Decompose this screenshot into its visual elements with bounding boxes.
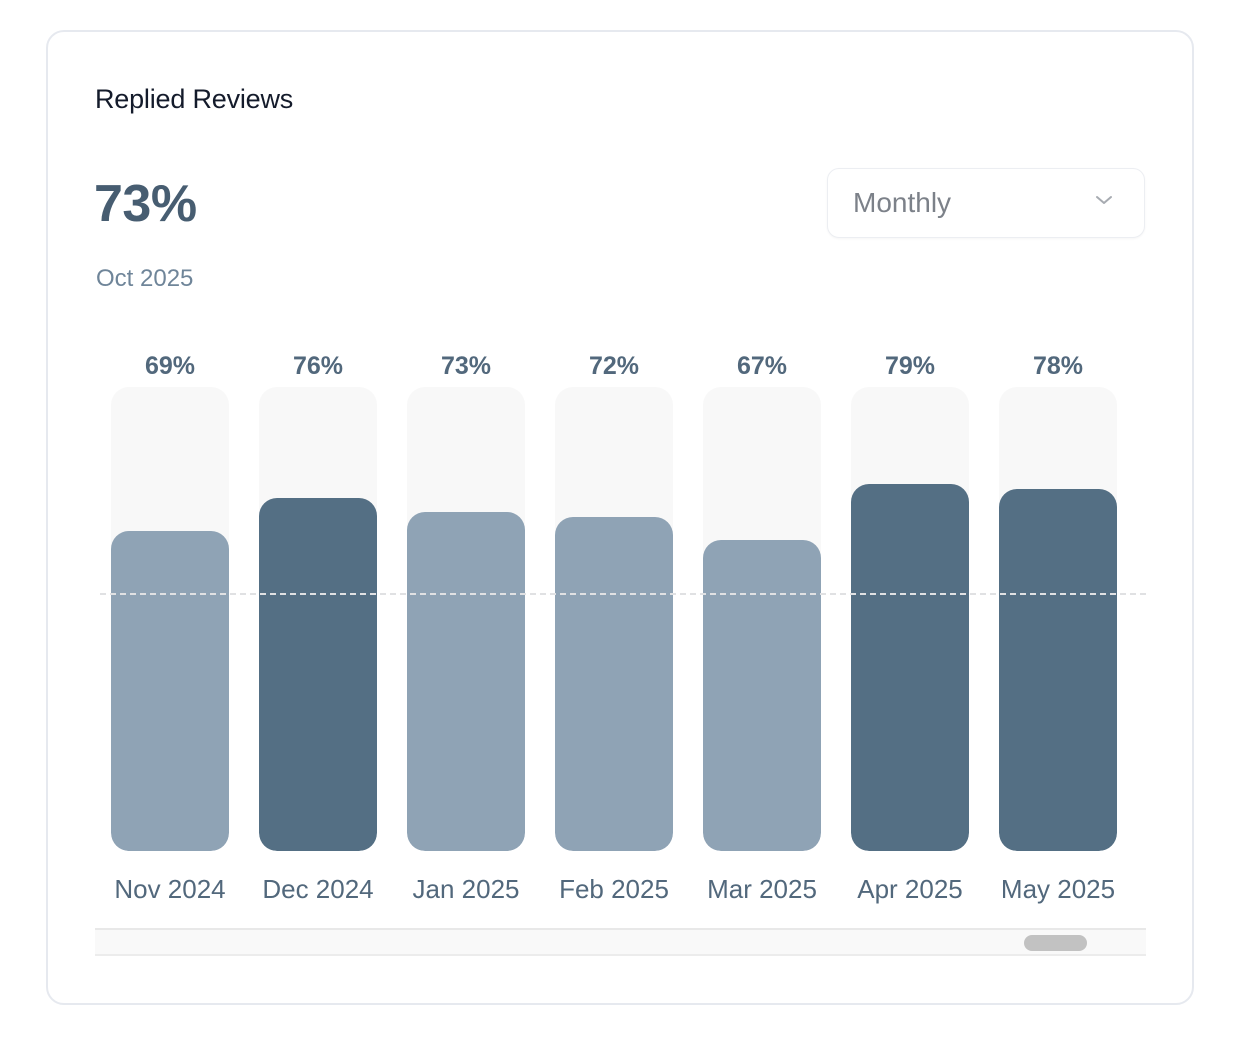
bar-track <box>407 387 525 851</box>
scrollbar-thumb[interactable] <box>1024 935 1087 951</box>
bar[interactable] <box>259 498 377 851</box>
x-tick-label: Jan 2025 <box>412 874 520 904</box>
x-tick-label: Apr 2025 <box>857 874 963 904</box>
bar-track <box>851 387 969 851</box>
data-label: 73% <box>440 352 492 380</box>
current-value: 73% <box>94 175 197 233</box>
bar[interactable] <box>555 516 673 851</box>
data-label: 76% <box>292 352 344 380</box>
period-dropdown[interactable]: Monthly <box>827 168 1145 238</box>
current-period: Oct 2025 <box>96 265 194 292</box>
period-dropdown-value: Monthly <box>853 187 952 218</box>
x-tick-label: Dec 2024 <box>262 874 374 904</box>
bar[interactable] <box>407 512 525 851</box>
x-tick-label: May 2025 <box>1000 874 1116 904</box>
data-label: 79% <box>884 352 936 380</box>
data-label: 67% <box>736 352 788 380</box>
bar-track <box>703 387 821 851</box>
bar-track <box>999 387 1117 851</box>
x-tick-label: Nov 2024 <box>114 874 226 904</box>
data-label: 78% <box>1032 352 1084 380</box>
horizontal-scrollbar[interactable] <box>95 928 1146 956</box>
reference-line <box>100 593 1146 595</box>
data-label: 69% <box>144 352 196 380</box>
bar-track <box>555 387 673 851</box>
data-label: 72% <box>588 352 640 380</box>
bar[interactable] <box>703 540 821 851</box>
x-tick-label: Feb 2025 <box>559 874 669 904</box>
bar[interactable] <box>111 530 229 851</box>
bar-track <box>259 387 377 851</box>
card-title: Replied Reviews <box>95 84 294 114</box>
x-tick-label: Mar 2025 <box>707 874 817 904</box>
bar-track <box>111 387 229 851</box>
chevron-down-icon <box>1096 196 1112 204</box>
bar[interactable] <box>851 484 969 851</box>
bar[interactable] <box>999 489 1117 851</box>
